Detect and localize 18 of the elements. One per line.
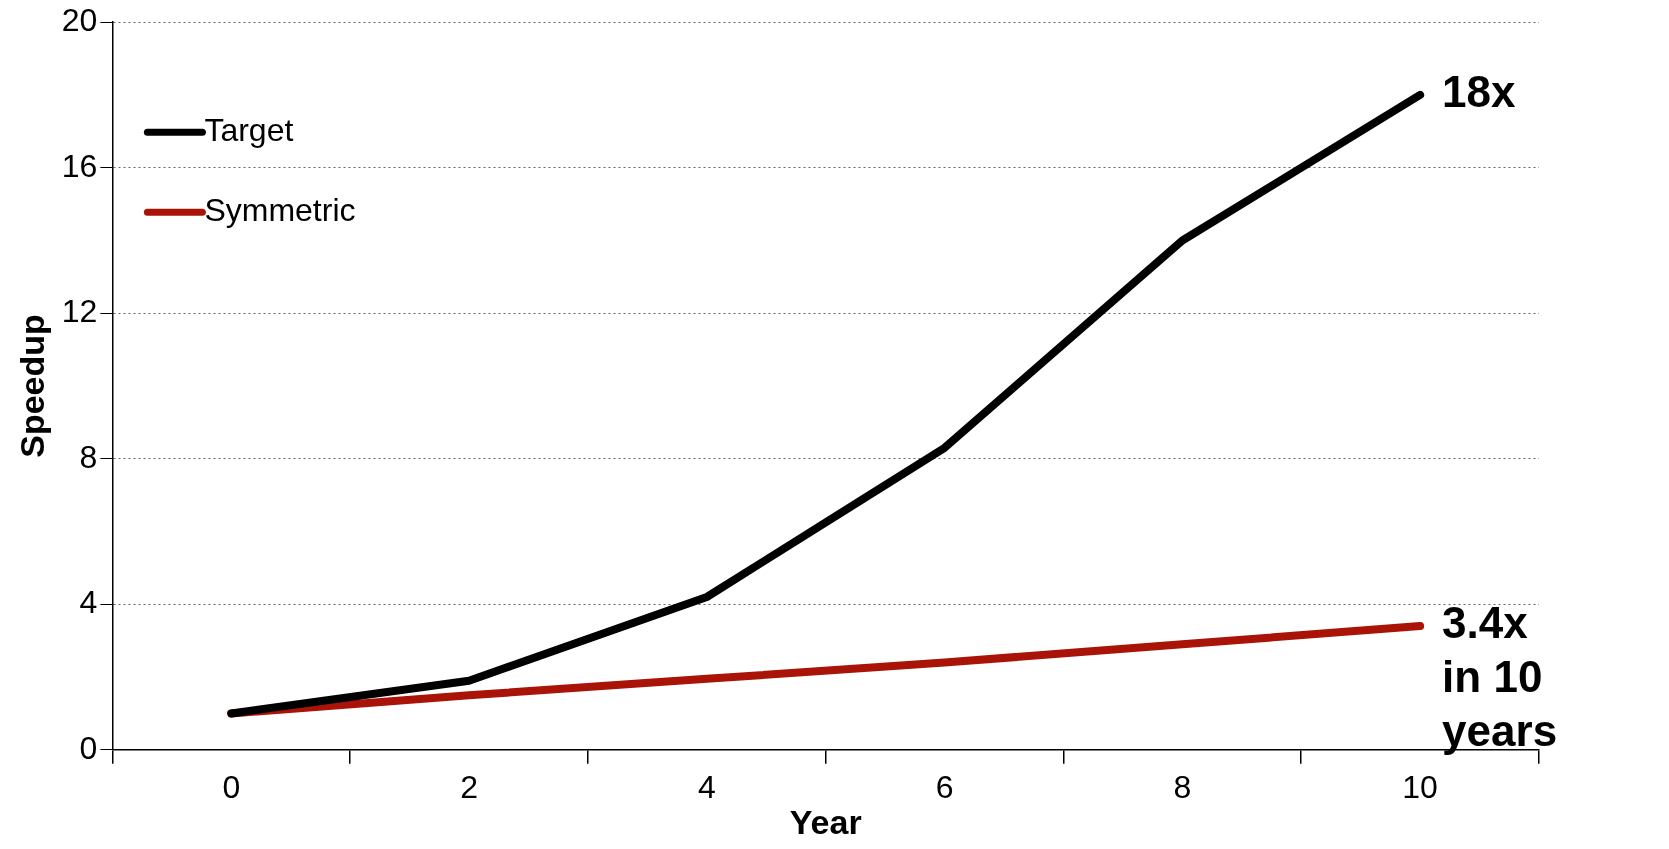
legend-label: Symmetric: [204, 192, 356, 229]
y-tick-label: 4: [79, 584, 98, 621]
y-tick-label: 0: [79, 729, 98, 766]
legend-label: Target: [204, 112, 294, 149]
y-tick-label: 12: [61, 293, 98, 330]
x-tick-label: 4: [697, 768, 716, 805]
y-tick-label: 20: [61, 2, 98, 39]
x-axis-title: Year: [789, 802, 862, 841]
x-tick-label: 6: [935, 768, 954, 805]
y-tick-label: 8: [79, 438, 98, 475]
annotation: 3.4x in 10 years: [1442, 598, 1558, 756]
x-tick-label: 0: [222, 768, 241, 805]
x-tick-label: 2: [460, 768, 478, 805]
x-tick-label: 10: [1402, 768, 1438, 805]
y-axis-title: Speedup: [12, 314, 51, 458]
x-tick-label: 8: [1173, 768, 1192, 805]
y-tick-label: 16: [61, 147, 98, 184]
annotation: 18x: [1442, 67, 1517, 117]
